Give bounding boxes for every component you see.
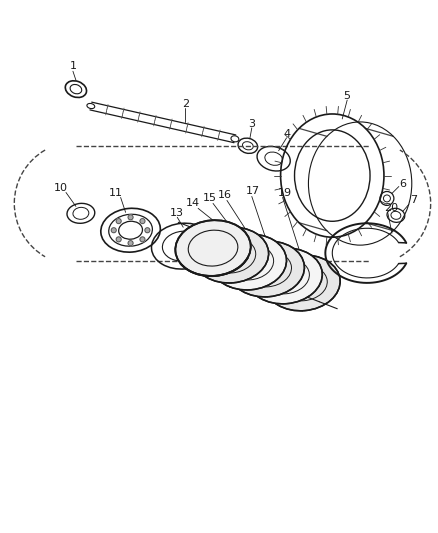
Text: 14: 14	[186, 198, 200, 208]
Circle shape	[140, 237, 145, 242]
Text: 19: 19	[277, 189, 291, 198]
Text: 18: 18	[227, 280, 241, 290]
Text: 6: 6	[399, 179, 406, 189]
Text: 20: 20	[383, 204, 397, 213]
Text: 7: 7	[409, 196, 417, 205]
Circle shape	[116, 219, 121, 223]
Circle shape	[111, 228, 116, 233]
Text: 2: 2	[181, 99, 188, 109]
Text: 3: 3	[248, 119, 255, 129]
Text: 4: 4	[283, 129, 290, 139]
Text: 13: 13	[170, 208, 184, 219]
Text: 15: 15	[203, 193, 216, 204]
Ellipse shape	[193, 227, 268, 283]
Ellipse shape	[264, 255, 339, 311]
Text: 1: 1	[69, 61, 76, 71]
Circle shape	[145, 228, 149, 233]
Text: 17: 17	[245, 187, 259, 197]
Circle shape	[140, 219, 145, 223]
Text: 10: 10	[54, 183, 68, 193]
Text: 5: 5	[343, 91, 350, 101]
Ellipse shape	[246, 248, 321, 304]
Ellipse shape	[229, 241, 304, 297]
Circle shape	[116, 237, 121, 242]
Text: 16: 16	[218, 190, 231, 200]
Circle shape	[128, 215, 133, 220]
Ellipse shape	[175, 220, 250, 276]
Ellipse shape	[211, 234, 286, 290]
Text: 11: 11	[109, 189, 122, 198]
Circle shape	[128, 241, 133, 246]
